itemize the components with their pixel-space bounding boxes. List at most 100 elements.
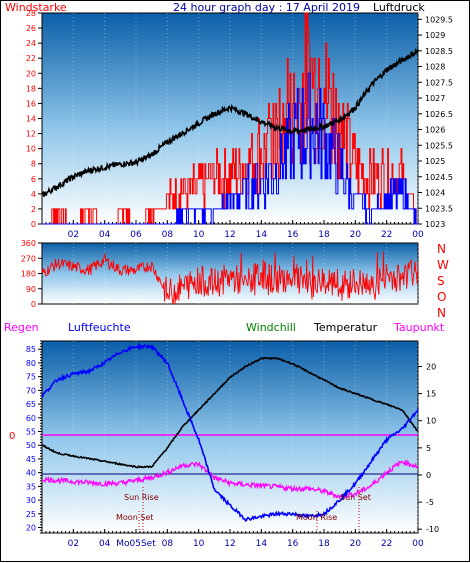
bottom-left-tick-label: 75 [26,373,36,382]
zero-degree-label: 0 [9,431,15,442]
dir-letter-o: O [437,290,446,304]
bottom-right-tick-label: 0 [426,471,431,480]
direction-series-group [41,251,419,305]
sunset-label: Sun Set [340,493,371,502]
top-left-tick-label: 22 [26,54,36,63]
bottom-right-axis: -10 -5 0 5 10 15 20 [418,362,439,534]
bottom-x-tick-label: 00 [412,539,424,549]
bottom-gridlines [72,341,419,533]
dir-letter-n-top: N [437,242,446,256]
bottom-left-tick-label: 85 [26,345,36,354]
top-left-tick-label: 6 [31,175,36,184]
sunrise-label: Sun Rise [124,493,159,502]
top-right-tick-label: 1029 [425,31,445,40]
top-right-axis: 1023 1023.5 1024 1024.5 1025 1025.5 1026 1026.5… [418,15,453,229]
direction-letters: N W S O N [437,242,449,320]
bottom-left-tick-label: 80 [26,359,36,368]
top-x-axis: 02 04 06 08 10 12 14 16 18 20 22 00 [45,220,424,240]
bottom-left-tick-label: 45 [26,455,36,464]
series-line-luftdruck [41,47,419,197]
legend-temperatur: Temperatur [313,321,378,334]
bottom-x-tick-label: 14 [256,539,268,549]
bottom-x-tick-label: 10 [193,539,205,549]
top-x-tick-label: 04 [99,230,111,240]
top-left-tick-label: 26 [26,24,36,33]
top-x-tick-label: 02 [68,230,79,240]
bottom-x-tick-label: 08 [162,539,174,549]
top-left-tick-label: 20 [26,69,36,78]
dir-letter-w: W [437,258,449,272]
top-left-tick-label: 4 [31,190,36,199]
bottom-left-tick-label: 30 [26,496,36,505]
top-series-group [41,12,419,225]
top-left-tick-label: 2 [31,205,36,214]
legend-luftfeuchte: Luftfeuchte [68,321,131,334]
direction-left-axis: 0 90 180 270 360 [21,239,42,309]
legend-regen: Regen [4,321,39,334]
top-x-tick-label: 22 [381,230,392,240]
top-right-tick-label: 1024.5 [425,173,453,182]
top-left-tick-label: 18 [26,84,36,93]
bottom-right-tick-label: 20 [426,362,436,371]
bottom-left-tick-label: 70 [26,386,36,395]
top-right-tick-label: 1026.5 [425,110,453,119]
right-axis-label-luftdruck: Luftdruck [373,1,425,14]
top-left-tick-label: 0 [31,220,36,229]
bottom-left-tick-label: 65 [26,400,36,409]
top-right-tick-label: 1024 [425,189,445,198]
top-right-tick-label: 1025 [425,157,445,166]
legend-taupunkt: Taupunkt [393,321,445,334]
moonrise-label: Moon Rise [296,513,337,522]
moonset-label: Moon Set [116,513,153,522]
top-left-tick-label: 14 [26,115,36,124]
series-line-temperatur [41,356,419,469]
bottom-left-tick-label: 25 [26,510,36,519]
top-x-tick-label: 20 [350,230,362,240]
bottom-x-tick-label: 04 [99,539,111,549]
top-x-tick-label: 00 [412,230,424,240]
left-axis-label-windstarke: Windstarke [5,1,67,14]
top-left-tick-label: 16 [26,99,36,108]
bottom-x-axis: 02 04 Mo05Set 08 10 12 14 16 18 20 22 00 [45,529,424,549]
dir-letter-s: S [437,274,445,288]
bottom-x-tick-label: 02 [68,539,79,549]
bottom-x-tick-label: 16 [287,539,299,549]
top-x-tick-label: 18 [318,230,330,240]
bottom-left-tick-label: 20 [26,524,36,533]
bottom-left-tick-label: 35 [26,482,36,491]
top-right-tick-label: 1023.5 [425,204,453,213]
bottom-right-tick-label: 5 [426,444,431,453]
top-left-tick-label: 28 [26,9,36,18]
bottom-x-tick-label: 12 [224,539,235,549]
bottom-left-tick-label: 55 [26,428,36,437]
direction-tick-label: 90 [26,285,36,294]
bottom-x-tick-label: 18 [318,539,330,549]
top-x-tick-label: 08 [162,230,174,240]
top-right-tick-label: 1028 [425,63,445,72]
direction-tick-label: 360 [21,239,36,248]
top-x-tick-label: 14 [256,230,268,240]
direction-tick-label: 270 [21,254,36,263]
bottom-plot-area [41,340,419,534]
top-right-tick-label: 1023 [425,220,445,229]
legend-windchill: Windchill [246,321,296,334]
bottom-x-tick-label: Mo05Set [116,539,156,549]
top-x-tick-label: 12 [224,230,235,240]
top-right-tick-label: 1027.5 [425,78,453,87]
top-right-tick-label: 1028.5 [425,47,453,56]
top-x-tick-label: 10 [193,230,205,240]
dir-letter-n-bottom: N [437,306,446,320]
bottom-left-tick-label: 50 [26,441,36,450]
series-line-luftfeuchte [41,342,419,523]
bottom-x-tick-label: 22 [381,539,392,549]
bottom-right-tick-label: -5 [426,498,434,507]
direction-tick-label: 180 [21,270,36,279]
bottom-x-tick-label: 20 [350,539,362,549]
top-x-tick-label: 06 [130,230,142,240]
bottom-left-tick-label: 60 [26,414,36,423]
top-right-tick-label: 1027 [425,94,445,103]
bottom-left-axis: 20 25 30 35 40 45 50 55 60 65 70 75 80 85 [26,340,42,534]
bottom-left-tick-label: 40 [26,469,36,478]
